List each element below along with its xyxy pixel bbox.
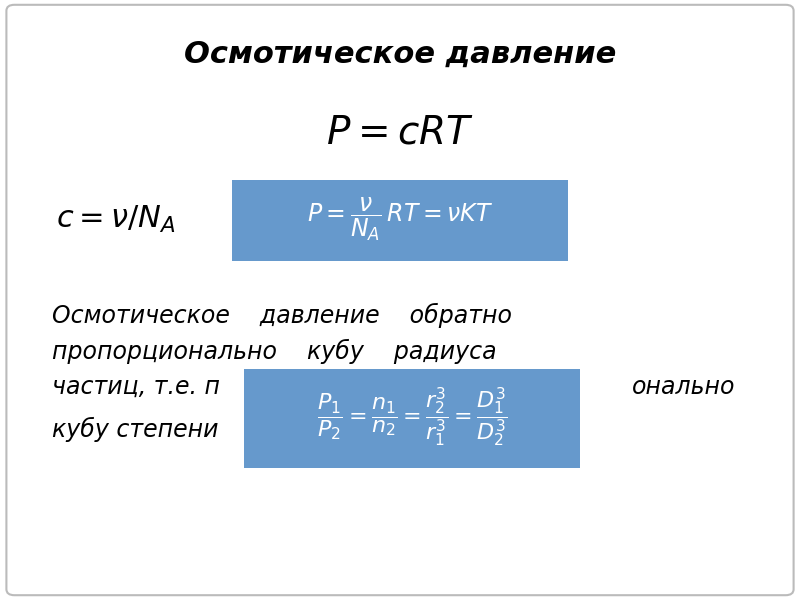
Text: Осмотическое давление: Осмотическое давление xyxy=(184,40,616,68)
Text: $\dfrac{P_1}{P_2} = \dfrac{n_1}{n_2} = \dfrac{r_2^3}{r_1^3} = \dfrac{D_1^3}{D_2^: $\dfrac{P_1}{P_2} = \dfrac{n_1}{n_2} = \… xyxy=(317,385,507,449)
Text: пропорционально    кубу    радиуса: пропорционально кубу радиуса xyxy=(52,338,497,364)
Text: $P = \dfrac{\nu}{N_A}\, RT = \nu KT$: $P = \dfrac{\nu}{N_A}\, RT = \nu KT$ xyxy=(307,195,493,243)
Text: онально: онально xyxy=(632,375,735,399)
Text: кубу степени: кубу степени xyxy=(52,416,218,442)
Text: Осмотическое    давление    обратно: Осмотическое давление обратно xyxy=(52,302,512,328)
Text: $c = \nu/N_A$: $c = \nu/N_A$ xyxy=(56,203,175,235)
Text: частиц, т.е. п: частиц, т.е. п xyxy=(52,375,220,399)
Text: $P = cRT$: $P = cRT$ xyxy=(326,113,474,151)
